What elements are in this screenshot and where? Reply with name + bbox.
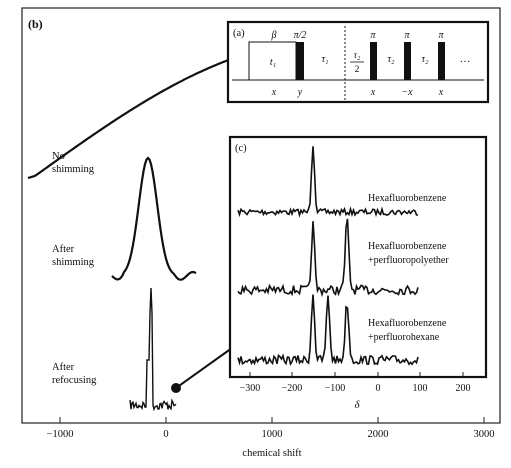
tau2-label-2: τ₂ [421,54,429,65]
tau2-label-1: τ₂ [387,54,395,65]
panel-c-tick-label: −300 [240,383,261,394]
panel-c-x-axis-label: δ [354,399,360,411]
spectrum-with-perfluorohexane [237,294,419,366]
panel-b-x-ticks [59,417,485,423]
label-spectrum-3: Hexafluorobenzene +perfluorohexane [368,318,447,343]
pi-label-3: π [438,30,444,41]
beta-label: β [271,30,277,41]
phase-label: x [370,87,376,98]
tau2-half-label: τ₂ 2 [350,51,364,75]
label-spectrum-2: Hexafluorobenzene +perfluoropolyether [368,241,449,266]
pi-half-pulse [296,42,304,80]
svg-text:+perfluorohexane: +perfluorohexane [368,332,440,343]
svg-text:+perfluoropolyether: +perfluoropolyether [368,255,449,266]
panel-a-label: (a) [233,28,245,39]
pi-pulse-3 [438,42,445,80]
panel-c-tick-label: 100 [413,383,428,394]
panel-b-frame [21,7,501,424]
svg-text:After: After [52,362,75,373]
pi-pulse-1 [370,42,377,80]
panel-b-tick-label: 2000 [368,429,389,440]
panel-b-tick-label: −1000 [47,429,74,440]
panel-b-tick-label: 1000 [262,429,283,440]
panel-c-tick-label: −100 [325,383,346,394]
svg-text:No: No [52,151,65,162]
spectrum-hexafluorobenzene [237,146,419,218]
svg-text:refocusing: refocusing [52,375,97,386]
pi-label-1: π [370,30,376,41]
pi-half-label: π/2 [294,30,307,41]
panel-c-x-ticks [249,372,464,377]
svg-text:Hexafluorobenzene: Hexafluorobenzene [368,193,447,204]
trace-after-refocusing [129,287,177,412]
panel-b-x-axis-label: chemical shift [242,448,301,459]
panel-b-tick-label: 3000 [474,429,495,440]
svg-text:shimming: shimming [52,257,95,268]
phase-label: x [438,87,444,98]
phase-label: y [297,87,303,98]
trace-after-shimming [111,156,197,281]
panel-b-label: (b) [28,17,43,31]
ellipsis: … [460,53,471,65]
phase-label: −x [401,87,413,98]
panel-c-frame [228,135,488,379]
panel-b-tick-label: 0 [163,429,168,440]
panel-c-tick-label: −200 [282,383,303,394]
label-after-shimming: After shimming [52,244,95,268]
label-spectrum-1: Hexafluorobenzene [368,193,447,204]
label-after-refocusing: After refocusing [52,362,97,386]
spectrum-with-perfluoropolyether [237,218,419,298]
zoom-connector [175,347,233,389]
t1-label: t₁ [270,57,276,68]
svg-text:τ₂: τ₂ [354,51,361,61]
label-no-shimming: No shimming [52,151,95,175]
pi-label-2: π [404,30,410,41]
panel-c-tick-label: 0 [376,383,381,394]
svg-text:After: After [52,244,75,255]
panel-c-label: (c) [235,143,247,154]
phase-label: x [271,87,277,98]
panel-c-tick-label: 200 [456,383,471,394]
tau1-label: τ₁ [321,54,328,65]
pi-pulse-2 [404,42,411,80]
svg-text:2: 2 [355,65,360,75]
svg-text:shimming: shimming [52,164,95,175]
svg-text:Hexafluorobenzene: Hexafluorobenzene [368,318,447,329]
svg-text:Hexafluorobenzene: Hexafluorobenzene [368,241,447,252]
